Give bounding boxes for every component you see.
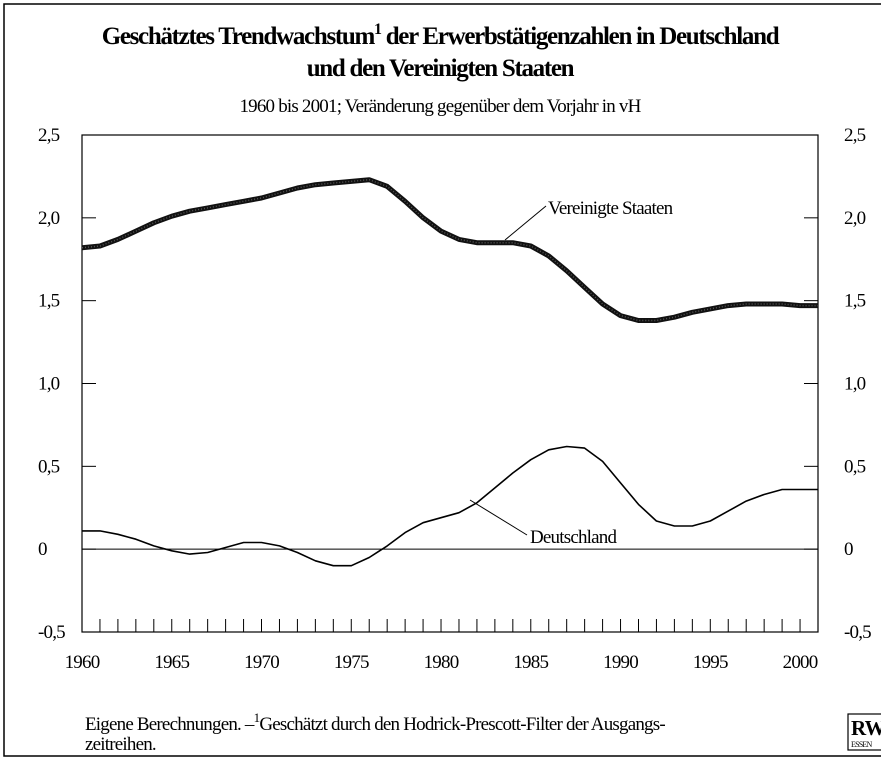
title-text: der Erwerbstätigenzahlen in Deutschland	[381, 23, 780, 50]
series-label: Deutschland	[530, 527, 617, 548]
footnote-text: Geschätzt durch den Hodrick-Prescott-Fil…	[259, 714, 665, 735]
x-tick-label: 1985	[513, 652, 548, 673]
y2-tick-label: 2,0	[844, 208, 866, 229]
x-tick-label: 1990	[603, 652, 638, 673]
footnote-text: Eigene Berechnungen. –	[85, 714, 255, 735]
footnote: zeitreihen.	[85, 734, 156, 755]
logo-box	[847, 713, 881, 751]
footnote-mark: 1	[254, 710, 260, 725]
chart-subtitle: 1960 bis 2001; Veränderung gegenüber dem…	[239, 96, 641, 117]
x-tick-label: 1980	[424, 652, 459, 673]
y2-tick-label: 1,5	[844, 291, 866, 312]
y-tick-label: -0,5	[38, 622, 65, 643]
x-tick-label: 1975	[334, 652, 369, 673]
y-tick-label: 1,5	[38, 291, 60, 312]
y-tick-label: 2,0	[38, 208, 60, 229]
footnote: Eigene Berechnungen. –1Geschätzt durch d…	[85, 710, 665, 735]
y-tick-label: 2,5	[38, 125, 60, 146]
chart-title: Geschätztes Trendwachstum1 der Erwerbstä…	[102, 21, 780, 50]
y2-tick-label: 2,5	[844, 125, 866, 146]
y-tick-label: 1,0	[38, 374, 60, 395]
x-tick-label: 2000	[783, 652, 818, 673]
x-tick-label: 1995	[693, 652, 728, 673]
title-footnote-mark: 1	[374, 21, 382, 38]
series-label: Vereinigte Staaten	[548, 198, 674, 219]
logo-name: RWI	[851, 716, 881, 740]
x-tick-label: 1960	[65, 652, 100, 673]
x-tick-label: 1970	[244, 652, 279, 673]
series-line-texture	[81, 178, 818, 322]
leader-line	[469, 499, 528, 536]
y2-tick-label: 0,5	[844, 456, 866, 477]
series-line	[82, 445, 818, 567]
y2-tick-label: 0	[844, 539, 853, 560]
y2-tick-label: -0,5	[844, 622, 871, 643]
y2-tick-label: 1,0	[844, 374, 866, 395]
y-tick-label: 0	[38, 539, 47, 560]
title-text: Geschätztes Trendwachstum	[102, 23, 376, 50]
y-tick-label: 0,5	[38, 456, 60, 477]
series-line	[81, 177, 818, 323]
x-tick-label: 1965	[154, 652, 189, 673]
chart-title: und den Vereinigten Staaten	[307, 55, 575, 82]
frame	[3, 3, 881, 757]
logo-city: ESSEN	[851, 740, 872, 749]
leader-line	[504, 205, 547, 241]
